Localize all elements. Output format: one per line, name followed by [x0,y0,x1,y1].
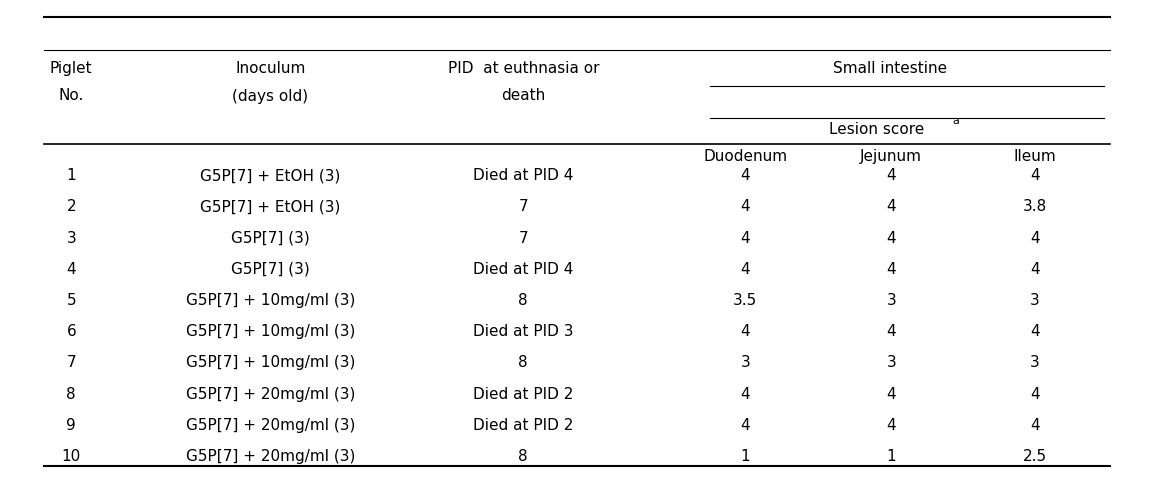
Text: (days old): (days old) [232,88,308,104]
Text: 4: 4 [1030,168,1040,183]
Text: No.: No. [59,88,84,104]
Text: 4: 4 [67,262,76,277]
Text: Duodenum: Duodenum [703,149,788,164]
Text: 1: 1 [887,449,896,464]
Text: G5P[7] + 20mg/ml (3): G5P[7] + 20mg/ml (3) [185,449,355,464]
Text: 7: 7 [519,230,528,246]
Text: 4: 4 [887,199,896,215]
Text: 3.8: 3.8 [1022,199,1048,215]
Text: 4: 4 [741,386,750,402]
Text: G5P[7] + EtOH (3): G5P[7] + EtOH (3) [200,168,340,183]
Text: 4: 4 [741,262,750,277]
Text: 8: 8 [67,386,76,402]
Text: 4: 4 [741,418,750,433]
Text: 1: 1 [741,449,750,464]
Text: Piglet: Piglet [49,60,93,76]
Text: 3: 3 [67,230,76,246]
Text: G5P[7] + 10mg/ml (3): G5P[7] + 10mg/ml (3) [185,324,355,339]
Text: Died at PID 4: Died at PID 4 [473,262,574,277]
Text: Died at PID 4: Died at PID 4 [473,168,574,183]
Text: 8: 8 [519,355,528,371]
Text: Inoculum: Inoculum [235,60,306,76]
Text: 4: 4 [741,199,750,215]
Text: Jejunum: Jejunum [860,149,922,164]
Text: 4: 4 [887,230,896,246]
Text: G5P[7] + 10mg/ml (3): G5P[7] + 10mg/ml (3) [185,293,355,308]
Text: 3: 3 [1030,355,1040,371]
Text: 7: 7 [519,199,528,215]
Text: 9: 9 [67,418,76,433]
Text: 2: 2 [67,199,76,215]
Text: G5P[7] + 20mg/ml (3): G5P[7] + 20mg/ml (3) [185,418,355,433]
Text: 7: 7 [67,355,76,371]
Text: Lesion score: Lesion score [829,122,923,137]
Text: Ileum: Ileum [1013,149,1057,164]
Text: 4: 4 [887,168,896,183]
Text: G5P[7] + EtOH (3): G5P[7] + EtOH (3) [200,199,340,215]
Text: 4: 4 [1030,262,1040,277]
Text: 3: 3 [741,355,750,371]
Text: 3.5: 3.5 [733,293,758,308]
Text: 4: 4 [887,262,896,277]
Text: 5: 5 [67,293,76,308]
Text: G5P[7] + 20mg/ml (3): G5P[7] + 20mg/ml (3) [185,386,355,402]
Text: 4: 4 [887,386,896,402]
Text: Small intestine: Small intestine [833,60,948,76]
Text: 3: 3 [1030,293,1040,308]
Text: 4: 4 [741,324,750,339]
Text: a: a [952,116,959,126]
Text: 8: 8 [519,293,528,308]
Text: 6: 6 [67,324,76,339]
Text: 1: 1 [67,168,76,183]
Text: Died at PID 2: Died at PID 2 [473,418,574,433]
Text: 4: 4 [741,230,750,246]
Text: 4: 4 [1030,386,1040,402]
Text: G5P[7] (3): G5P[7] (3) [231,230,309,246]
Text: Died at PID 3: Died at PID 3 [473,324,574,339]
Text: 10: 10 [62,449,81,464]
Text: 8: 8 [519,449,528,464]
Text: 4: 4 [1030,324,1040,339]
Text: 4: 4 [1030,418,1040,433]
Text: G5P[7] (3): G5P[7] (3) [231,262,309,277]
Text: G5P[7] + 10mg/ml (3): G5P[7] + 10mg/ml (3) [185,355,355,371]
Text: death: death [501,88,545,104]
Text: 3: 3 [887,355,896,371]
Text: 3: 3 [887,293,896,308]
Text: PID  at euthnasia or: PID at euthnasia or [447,60,599,76]
Text: 4: 4 [1030,230,1040,246]
Text: 4: 4 [741,168,750,183]
Text: Died at PID 2: Died at PID 2 [473,386,574,402]
Text: 4: 4 [887,418,896,433]
Text: 4: 4 [887,324,896,339]
Text: 2.5: 2.5 [1024,449,1046,464]
